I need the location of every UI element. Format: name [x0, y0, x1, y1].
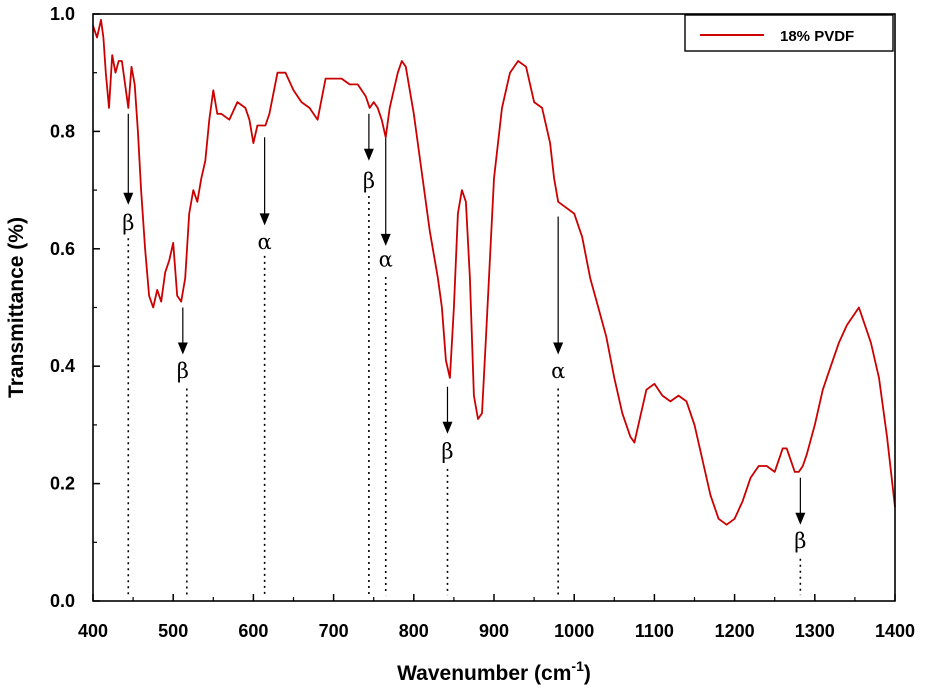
annotation-arrowhead	[177, 342, 188, 355]
annotation-label: β	[122, 211, 134, 235]
x-tick-label: 800	[399, 621, 429, 641]
annotation-arrowhead	[553, 342, 564, 355]
annotations-layer: β β α β α β α β	[122, 113, 806, 596]
plot-frame	[92, 13, 896, 602]
legend-label-18-pvdf: 18% PVDF	[780, 28, 854, 45]
annotation-label: α	[379, 247, 393, 271]
x-tick-label: 400	[78, 621, 108, 641]
legend-box	[684, 14, 894, 52]
x-axis-title-superscript: -1	[571, 658, 584, 674]
x-tick-label: 1000	[554, 621, 594, 641]
y-tick-label: 0.8	[50, 121, 75, 141]
x-tick-label: 1300	[795, 621, 835, 641]
annotation-label: β	[794, 529, 806, 553]
ticks-layer: 400 500 600 700 800 900 1000 1100 1200 1300 1400 0.…	[50, 4, 915, 641]
annotation-label: α	[258, 230, 272, 254]
x-tick-label: 900	[479, 621, 509, 641]
y-tick-label: 0.4	[50, 356, 75, 376]
x-tick-label: 600	[238, 621, 268, 641]
x-axis-title-suffix: )	[584, 662, 591, 685]
annotation-label: β	[177, 359, 189, 383]
series-layer	[92, 19, 896, 526]
x-axis-title-main: Wavenumber (cm	[397, 662, 571, 685]
annotation-arrowhead	[795, 512, 806, 525]
annotation-arrowhead	[442, 421, 453, 434]
annotation-label: β	[441, 439, 453, 463]
x-tick-label: 1400	[875, 621, 915, 641]
y-tick-label: 0.6	[50, 239, 75, 259]
annotation-arrowhead	[259, 213, 270, 226]
annotation-arrowhead	[363, 148, 374, 161]
x-tick-label: 1200	[715, 621, 755, 641]
series-line-18-pvdf	[92, 19, 896, 526]
y-tick-label: 1.0	[50, 4, 75, 24]
x-axis-title: Wavenumber (cm-1)	[397, 658, 591, 685]
annotation-label: α	[551, 359, 565, 383]
legend: 18% PVDF	[684, 14, 894, 52]
annotation-arrowhead	[123, 192, 134, 205]
x-tick-label: 500	[158, 621, 188, 641]
y-axis-title: Transmittance (%)	[5, 217, 28, 398]
annotation-arrowhead	[380, 233, 391, 246]
x-tick-label: 700	[319, 621, 349, 641]
x-tick-label: 1100	[635, 621, 674, 641]
y-tick-label: 0.2	[50, 474, 75, 494]
annotation-label: β	[363, 169, 375, 193]
y-tick-label: 0.0	[50, 591, 75, 611]
